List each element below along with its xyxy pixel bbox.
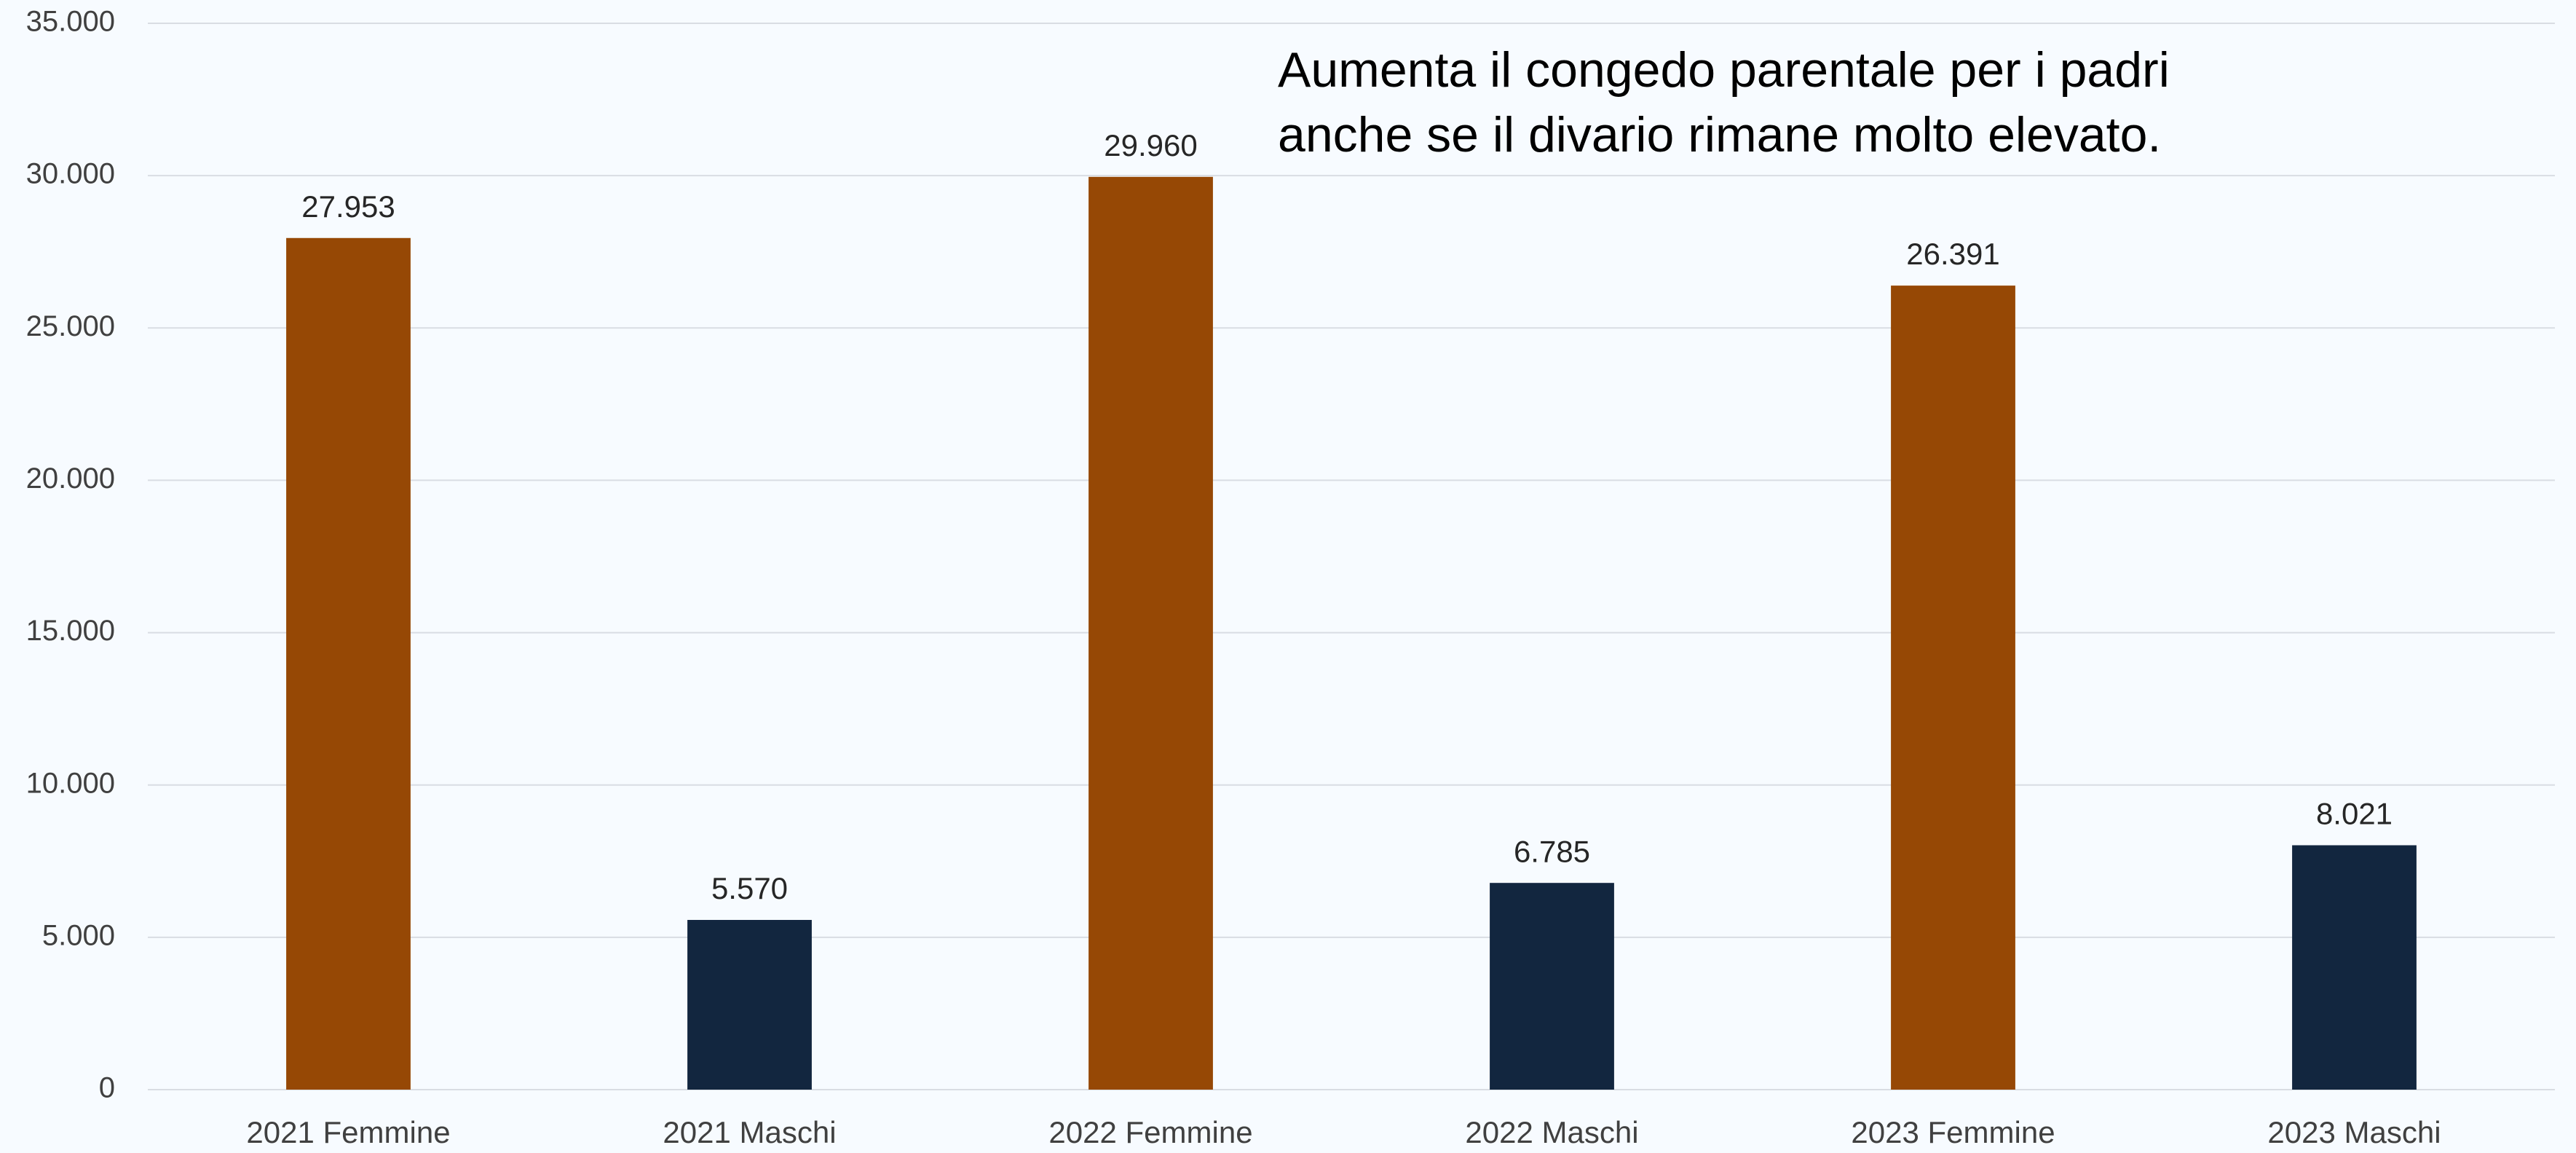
bar	[1490, 883, 1614, 1090]
annotation: Aumenta il congedo parentale per i padri	[1278, 42, 2170, 98]
x-tick-label: 2022 Maschi	[1465, 1115, 1638, 1149]
bar	[1089, 176, 1213, 1090]
annotation: anche se il divario rimane molto elevato…	[1278, 107, 2161, 162]
bar	[1891, 286, 2015, 1090]
y-tick-label: 20.000	[26, 463, 115, 495]
data-label: 29.960	[1104, 128, 1197, 162]
y-tick-label: 5.000	[42, 919, 115, 951]
data-label: 6.785	[1514, 834, 1590, 868]
y-tick-label: 35.000	[26, 6, 115, 38]
data-label: 8.021	[2316, 797, 2393, 831]
x-tick-label: 2022 Femmine	[1048, 1115, 1252, 1149]
x-tick-label: 2023 Maschi	[2267, 1115, 2441, 1149]
data-label: 26.391	[1906, 237, 1999, 271]
bar	[286, 237, 411, 1090]
data-label: 27.953	[301, 189, 395, 224]
data-label: 5.570	[711, 871, 788, 905]
bar	[687, 920, 812, 1090]
x-tick-label: 2021 Maschi	[663, 1115, 836, 1149]
x-tick-label: 2021 Femmine	[246, 1115, 450, 1149]
y-tick-label: 15.000	[26, 615, 115, 647]
y-tick-label: 25.000	[26, 310, 115, 342]
x-tick-label: 2023 Femmine	[1851, 1115, 2055, 1149]
y-tick-label: 0	[99, 1072, 115, 1104]
y-tick-label: 10.000	[26, 767, 115, 799]
y-tick-label: 30.000	[26, 158, 115, 190]
bar	[2292, 845, 2417, 1090]
